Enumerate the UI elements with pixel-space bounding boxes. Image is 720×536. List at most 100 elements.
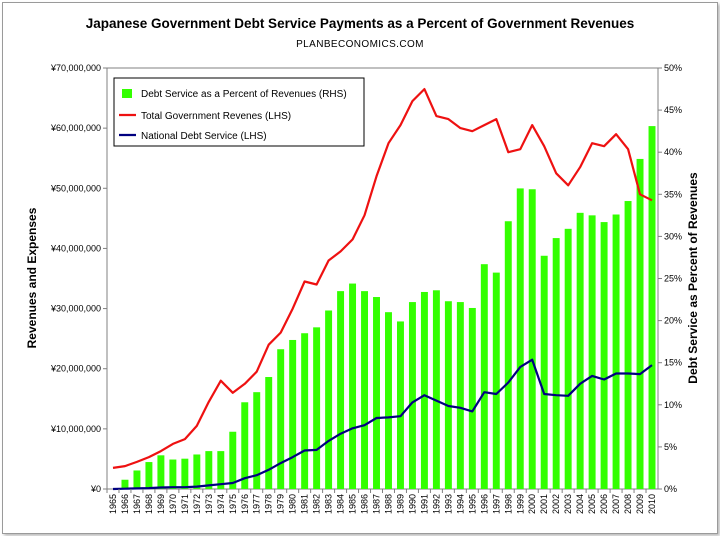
bar-1987	[373, 297, 380, 489]
bar-2006	[600, 222, 608, 489]
legend-label-revenues: Total Government Revenes (LHS)	[141, 111, 291, 122]
legend-label-debt-service: National Debt Service (LHS)	[141, 131, 267, 142]
x-tick-label: 1992	[431, 494, 441, 514]
x-tick-label: 1989	[396, 494, 406, 514]
x-tick-label: 1996	[479, 494, 489, 514]
bar-1990	[408, 302, 416, 489]
chart-subtitle: PLANBECONOMICS.COM	[296, 39, 424, 50]
bar-1967	[133, 470, 141, 489]
x-tick-label: 1982	[312, 494, 322, 514]
left-tick-label: ¥0	[90, 484, 101, 494]
x-tick-label: 2006	[599, 494, 609, 514]
x-tick-label: 1997	[491, 494, 501, 514]
x-tick-label: 2004	[575, 494, 585, 514]
x-tick-label: 2002	[551, 494, 561, 514]
x-tick-label: 1969	[156, 494, 166, 514]
right-tick-label: 10%	[664, 400, 682, 410]
bar-1985	[349, 283, 357, 489]
x-tick-label: 2001	[539, 494, 549, 514]
bar-1994	[456, 302, 464, 489]
bar-1995	[468, 307, 476, 489]
x-tick-label: 1991	[419, 494, 429, 514]
bar-1999	[516, 188, 524, 489]
left-axis-label: Revenues and Expenses	[25, 207, 39, 348]
bar-2004	[576, 212, 584, 489]
x-tick-label: 1993	[443, 494, 453, 514]
line-national-debt-service	[112, 358, 653, 491]
right-tick-label: 45%	[664, 105, 682, 115]
x-tick-label: 1988	[384, 494, 394, 514]
bar-1980	[289, 339, 297, 489]
x-tick-label: 1970	[168, 494, 178, 514]
bar-2007	[612, 214, 620, 489]
x-tick-label: 1965	[108, 494, 118, 514]
x-tick-label: 2005	[587, 494, 597, 514]
x-tick-label: 1998	[503, 494, 513, 514]
bar-1979	[277, 349, 285, 489]
bar-1976	[241, 402, 249, 489]
right-axis-label: Debt Service as Percent of Revenues	[686, 172, 700, 384]
right-tick-label: 40%	[664, 147, 682, 157]
bar-1973	[205, 451, 213, 489]
legend-label-bar: Debt Service as a Percent of Revenues (R…	[141, 89, 347, 100]
x-tick-label: 2003	[563, 494, 573, 514]
bar-2001	[540, 255, 548, 489]
bar-1983	[325, 310, 333, 489]
bar-1975	[229, 431, 237, 489]
bar-1977	[253, 392, 261, 489]
legend: Debt Service as a Percent of Revenues (R…	[113, 77, 365, 147]
left-tick-label: ¥60,000,000	[50, 123, 101, 133]
bar-1968	[145, 462, 153, 489]
right-tick-label: 25%	[664, 274, 682, 284]
x-tick-label: 2008	[623, 494, 633, 514]
bar-2003	[564, 228, 572, 489]
bar-1991	[420, 291, 428, 489]
bar-1969	[157, 455, 165, 489]
x-tick-label: 1979	[276, 494, 286, 514]
x-tick-label: 1967	[132, 494, 142, 514]
bar-1981	[301, 333, 309, 489]
plot-area: ¥0 ¥10,000,000 ¥20,000,000 ¥30,000,000 ¥40,0…	[50, 63, 682, 514]
left-tick-label: ¥70,000,000	[50, 63, 101, 73]
x-tick-label: 1995	[467, 494, 477, 514]
bar-1988	[385, 312, 392, 489]
bar-1978	[265, 377, 273, 489]
left-tick-label: ¥10,000,000	[50, 424, 101, 434]
bar-1986	[361, 291, 369, 489]
x-tick-label: 1987	[372, 494, 382, 514]
x-tick-label: 1990	[407, 494, 417, 514]
x-tick-label: 1977	[252, 494, 262, 514]
bar-1998	[504, 221, 512, 489]
x-tick-label: 1980	[288, 494, 298, 514]
x-tick-label: 1978	[264, 494, 274, 514]
bar-2008	[624, 201, 632, 489]
bar-2005	[588, 215, 596, 489]
right-tick-label: 20%	[664, 316, 682, 326]
x-tick-label: 1981	[300, 494, 310, 514]
x-tick-label: 1976	[240, 494, 250, 514]
x-tick-label: 1983	[324, 494, 334, 514]
bar-1966	[121, 479, 129, 489]
left-tick-label: ¥40,000,000	[50, 243, 101, 253]
bar-2002	[552, 238, 560, 489]
bar-1972	[193, 454, 201, 489]
x-tick-label: 1985	[348, 494, 358, 514]
x-tick-label: 1974	[216, 494, 226, 514]
x-tick-label: 2010	[647, 494, 657, 514]
legend-box	[113, 77, 365, 147]
x-tick-label: 1966	[120, 494, 130, 514]
bar-1989	[396, 321, 404, 489]
x-tick-label: 2000	[527, 494, 537, 514]
x-tick-label: 1994	[455, 494, 465, 514]
bar-2009	[636, 158, 644, 489]
left-tick-label: ¥20,000,000	[50, 364, 101, 374]
bar-1982	[313, 327, 321, 489]
bar-2010	[648, 126, 656, 490]
x-tick-label: 1971	[180, 494, 190, 514]
bar-2000	[528, 189, 536, 490]
bar-1970	[169, 459, 177, 489]
bar-1993	[444, 301, 452, 489]
left-tick-label: ¥50,000,000	[50, 183, 101, 193]
right-tick-label: 30%	[664, 231, 682, 241]
